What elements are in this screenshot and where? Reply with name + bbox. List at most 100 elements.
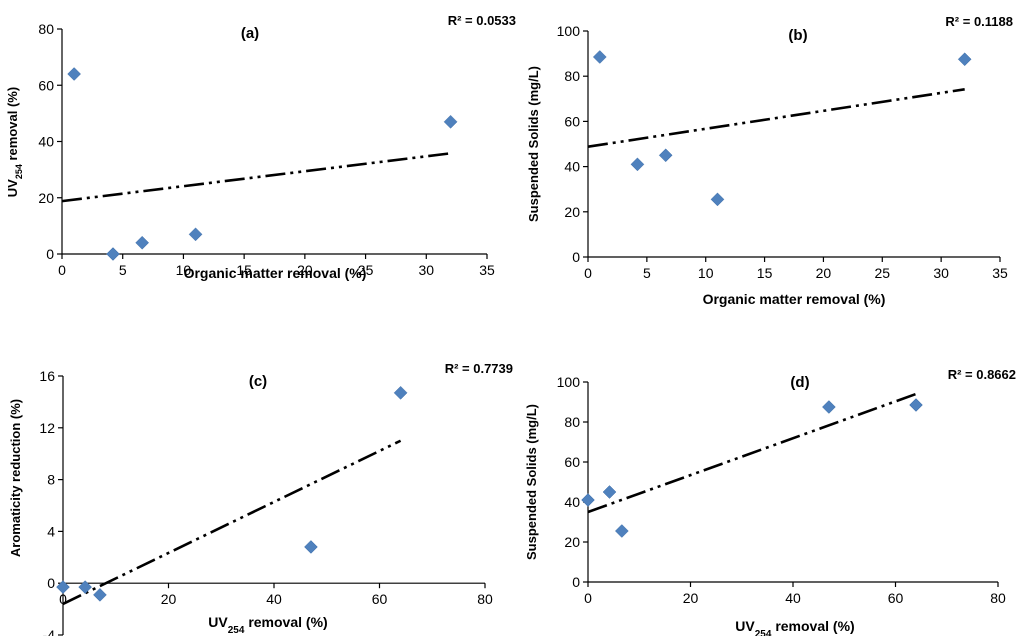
y-tick-label: 20 bbox=[564, 534, 580, 550]
x-axis-title: Organic matter removal (%) bbox=[703, 291, 886, 307]
x-tick-label: 40 bbox=[266, 591, 282, 607]
y-tick-label: 12 bbox=[39, 420, 55, 436]
x-axis-title-rest: removal (%) bbox=[771, 618, 854, 634]
x-tick-label: 5 bbox=[119, 262, 127, 278]
panel-a: 0 20 40 60 80 0 5 10 15 20 25 30 35 (a) R² = 0.0533 Org… bbox=[5, 13, 516, 281]
y-tick-label: 8 bbox=[47, 472, 55, 488]
data-point bbox=[581, 493, 595, 507]
x-tick-label: 5 bbox=[643, 265, 651, 281]
x-tick-label: 20 bbox=[816, 265, 832, 281]
y-tick-label: 20 bbox=[38, 190, 54, 206]
x-tick-label: 35 bbox=[992, 265, 1008, 281]
data-point bbox=[93, 588, 107, 602]
data-point bbox=[614, 524, 629, 538]
data-point bbox=[106, 247, 120, 261]
x-tick-label: 30 bbox=[418, 262, 434, 278]
data-point bbox=[135, 235, 149, 250]
y-tick-label: -4 bbox=[43, 627, 56, 636]
x-tick-label: 25 bbox=[358, 262, 374, 278]
data-point bbox=[67, 67, 81, 81]
y-tick-label: 100 bbox=[557, 374, 581, 390]
y-axis-title-rest: removal (%) bbox=[5, 87, 20, 164]
y-axis-title-main: UV bbox=[5, 179, 20, 197]
y-tick-label: 16 bbox=[39, 368, 55, 384]
r-squared-label: R² = 0.8662 bbox=[948, 367, 1016, 382]
x-tick-label: 10 bbox=[176, 262, 192, 278]
y-axis-title: Suspended Solids (mg/L) bbox=[526, 66, 541, 222]
y-tick-label: 0 bbox=[47, 575, 55, 591]
x-tick-label: 40 bbox=[785, 590, 801, 606]
y-axis-title: UV254 removal (%) bbox=[5, 87, 24, 197]
data-point bbox=[957, 52, 972, 67]
data-point bbox=[710, 192, 725, 207]
x-tick-label: 15 bbox=[236, 262, 252, 278]
x-tick-label: 30 bbox=[933, 265, 949, 281]
x-tick-label: 60 bbox=[888, 590, 904, 606]
y-tick-label: 100 bbox=[557, 23, 581, 39]
panel-label: (b) bbox=[788, 27, 807, 44]
x-tick-label: 0 bbox=[584, 265, 592, 281]
x-tick-label: 60 bbox=[372, 591, 388, 607]
y-tick-label: 40 bbox=[564, 494, 580, 510]
x-tick-label: 20 bbox=[683, 590, 699, 606]
y-tick-label: 20 bbox=[564, 204, 580, 220]
panel-b: 0 20 40 60 80 100 0 5 10 15 20 25 30 35 (b) R² = 0.1188… bbox=[526, 14, 1013, 307]
data-point bbox=[630, 157, 645, 172]
x-axis-title: Organic matter removal (%) bbox=[184, 265, 367, 281]
x-tick-label: 20 bbox=[297, 262, 313, 278]
x-tick-label: 15 bbox=[757, 265, 773, 281]
data-point bbox=[592, 50, 607, 64]
x-axis-title-rest: removal (%) bbox=[244, 614, 327, 630]
trendline bbox=[587, 88, 965, 148]
r-squared-label: R² = 0.7739 bbox=[445, 361, 513, 376]
data-point bbox=[304, 540, 318, 554]
trendline bbox=[62, 439, 402, 606]
x-tick-label: 0 bbox=[584, 590, 592, 606]
data-point bbox=[393, 385, 408, 400]
y-axis-title-subscript: 254 bbox=[14, 164, 24, 179]
x-axis-title-main: UV bbox=[735, 618, 755, 634]
trendline bbox=[61, 152, 451, 203]
r-squared-label: R² = 0.0533 bbox=[448, 13, 516, 28]
y-tick-label: 80 bbox=[564, 68, 580, 84]
data-point bbox=[822, 400, 836, 414]
panel-c: -4 0 4 8 12 16 0 20 40 60 80 (c) R² = 0.7739 UV254 re… bbox=[8, 361, 513, 636]
x-axis-title: UV254 removal (%) bbox=[208, 614, 327, 636]
y-tick-label: 60 bbox=[38, 77, 54, 93]
data-point bbox=[443, 114, 458, 129]
x-tick-label: 25 bbox=[874, 265, 890, 281]
y-tick-label: 0 bbox=[572, 249, 580, 265]
panel-label: (a) bbox=[241, 25, 259, 42]
trendline bbox=[587, 392, 917, 514]
y-tick-label: 0 bbox=[46, 246, 54, 262]
x-tick-label: 80 bbox=[477, 591, 493, 607]
x-tick-label: 0 bbox=[59, 591, 67, 607]
x-axis-title-main: UV bbox=[208, 614, 228, 630]
panel-d: 0 20 40 60 80 100 0 20 40 60 80 (d) R² = 0.8662 UV254… bbox=[524, 367, 1016, 636]
y-tick-label: 0 bbox=[572, 574, 580, 590]
y-tick-label: 60 bbox=[564, 454, 580, 470]
y-tick-label: 60 bbox=[564, 113, 580, 129]
y-tick-label: 80 bbox=[38, 21, 54, 37]
data-point bbox=[658, 148, 673, 163]
x-axis-title-subscript: 254 bbox=[228, 625, 245, 636]
data-point bbox=[909, 398, 923, 412]
y-axis-title: Aromaticity reduction (%) bbox=[8, 399, 23, 557]
y-axis-title: Suspended Solids (mg/L) bbox=[524, 404, 539, 560]
panel-label: (c) bbox=[249, 373, 267, 390]
x-tick-label: 0 bbox=[58, 262, 66, 278]
data-point bbox=[602, 485, 617, 499]
data-point bbox=[56, 580, 70, 594]
y-tick-label: 80 bbox=[564, 414, 580, 430]
x-tick-label: 35 bbox=[479, 262, 495, 278]
x-tick-label: 20 bbox=[161, 591, 177, 607]
x-axis-title-subscript: 254 bbox=[755, 629, 772, 636]
y-tick-label: 4 bbox=[47, 523, 55, 539]
x-axis-title: UV254 removal (%) bbox=[735, 618, 854, 636]
y-tick-label: 40 bbox=[564, 159, 580, 175]
x-tick-label: 80 bbox=[990, 590, 1006, 606]
y-tick-label: 40 bbox=[38, 134, 54, 150]
x-tick-label: 10 bbox=[698, 265, 714, 281]
panel-label: (d) bbox=[790, 374, 809, 391]
